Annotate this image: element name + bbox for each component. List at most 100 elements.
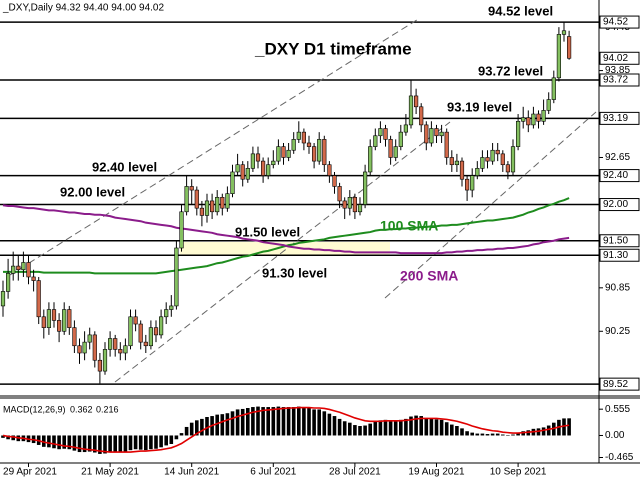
macd-bar <box>460 428 464 436</box>
macd-bar <box>200 418 204 436</box>
candle-body <box>490 149 495 162</box>
candle-body <box>286 149 291 158</box>
candle-body <box>408 95 414 126</box>
macd-bar <box>286 407 291 436</box>
sma-line <box>2 204 570 255</box>
candle-body <box>46 309 51 328</box>
macd-bar <box>281 407 286 436</box>
channel-line <box>114 121 451 383</box>
x-tick-label: 29 Apr 2021 <box>3 467 57 478</box>
candle-body <box>169 305 174 310</box>
candle-body <box>531 113 536 126</box>
candle-body <box>220 197 225 209</box>
candle-body <box>143 341 148 347</box>
candle-body <box>566 36 572 59</box>
macd-bar <box>179 433 184 436</box>
macd-bar <box>72 435 77 451</box>
candle-body <box>505 164 511 173</box>
candle-body <box>56 320 62 332</box>
macd-bar <box>82 435 87 453</box>
macd-bar <box>546 425 551 436</box>
candle-body <box>322 139 327 166</box>
x-tick-label: 21 May 2021 <box>81 467 139 478</box>
macd-bar <box>383 419 388 436</box>
candle-body <box>16 265 21 271</box>
macd-bar <box>261 407 265 436</box>
macd-bar <box>434 419 439 436</box>
candle-body <box>556 34 561 79</box>
macd-bar <box>312 409 316 436</box>
level-label: 93.72 <box>603 75 628 86</box>
axis: 94.4593.8592.6590.8590.250.5550.00-0.465… <box>3 15 640 478</box>
candle-body <box>26 262 31 278</box>
candle-body <box>347 197 352 209</box>
candle-body <box>551 77 556 100</box>
candle-body <box>31 276 36 281</box>
candle-body <box>230 171 235 194</box>
candle-body <box>454 160 460 166</box>
candle-body <box>21 262 26 271</box>
macd-bar <box>271 407 276 436</box>
macd-bar <box>251 407 255 436</box>
level-annotation: 94.52 level <box>488 3 553 18</box>
candle-body <box>332 175 337 187</box>
macd-bar <box>225 413 230 436</box>
candle-body <box>362 171 368 205</box>
candle-body <box>255 153 261 162</box>
macd-bar <box>266 407 270 436</box>
macd-bar <box>317 409 321 436</box>
candle-body <box>521 117 526 122</box>
macd-bar <box>297 406 301 436</box>
y-tick-label: 93.85 <box>605 65 630 76</box>
macd-bar <box>98 435 102 454</box>
candle-body <box>317 139 322 162</box>
y-tick-label: -0.465 <box>605 452 634 463</box>
channel-line <box>9 17 421 276</box>
macd-bar <box>393 420 398 436</box>
macd-bar <box>342 421 347 436</box>
candle-body <box>72 327 77 347</box>
candle-body <box>82 341 87 354</box>
candle-body <box>378 128 383 137</box>
candle-body <box>6 273 11 292</box>
macd-bar <box>388 420 393 436</box>
level-label-box <box>599 198 640 212</box>
candle-body <box>159 316 164 336</box>
level-label: 94.52 <box>603 17 628 28</box>
macd-bar <box>11 435 15 441</box>
candle-body <box>133 316 138 325</box>
macd-bar <box>404 418 408 436</box>
level-annotation: 91.50 level <box>235 224 300 239</box>
macd-bar <box>470 432 474 436</box>
macd-bar <box>501 434 505 436</box>
x-tick-label: 28 Jul 2021 <box>329 467 381 478</box>
macd-bar <box>205 417 209 436</box>
macd-bar <box>307 408 311 436</box>
macd-bar <box>1 435 5 438</box>
candle-body <box>271 160 276 166</box>
candle-body <box>301 131 307 144</box>
candle-body <box>500 153 505 166</box>
level-label-box <box>599 15 640 29</box>
level-label: 92.40 <box>603 170 628 181</box>
signal-line <box>2 406 570 453</box>
macd-bar <box>6 435 10 440</box>
macd-bar <box>562 418 566 436</box>
candle-body <box>281 146 286 158</box>
candle-body <box>174 247 179 307</box>
candle-body <box>327 164 332 176</box>
macd-bar <box>108 435 112 453</box>
macd-bar <box>154 435 158 449</box>
macd-bar <box>419 416 423 436</box>
macd-bar <box>506 435 510 436</box>
level-label: 89.52 <box>603 379 628 390</box>
candle-body <box>128 316 133 347</box>
macd-bar <box>414 415 418 436</box>
macd-bar <box>450 424 454 436</box>
candle-body <box>87 334 92 343</box>
macd-bar <box>409 416 413 436</box>
level-label-box <box>599 248 640 262</box>
candle-body <box>199 207 205 216</box>
macd-bar <box>439 419 444 436</box>
macd-bar <box>77 435 82 453</box>
